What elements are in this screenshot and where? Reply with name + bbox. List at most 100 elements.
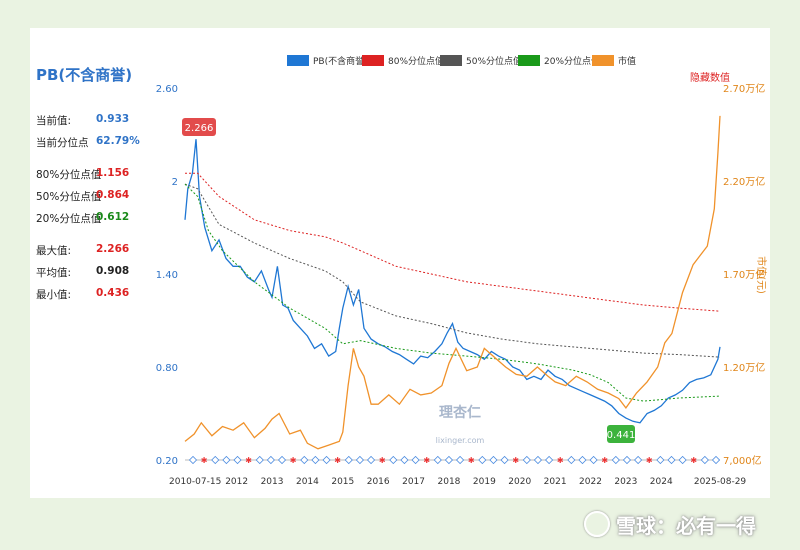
event-marker-diamond: [478, 455, 487, 465]
legend-swatch-p50: [440, 55, 462, 66]
event-marker-diamond: [433, 455, 442, 465]
series-line-mv: [184, 115, 721, 450]
event-marker-red: ✱: [290, 456, 297, 465]
x-end-label: 2025-08-29: [694, 477, 747, 487]
event-marker-diamond: [634, 455, 643, 465]
series-line-p20: [184, 183, 721, 402]
x-tick-label: 2024: [650, 477, 673, 487]
series-line-pb: [184, 139, 721, 424]
event-marker-diamond: [500, 455, 509, 465]
event-marker-diamond: [300, 455, 309, 465]
current-percentile-value: 62.79%: [96, 135, 140, 147]
y-right-tick-label: 1.70万亿: [723, 268, 765, 281]
event-marker-diamond: [622, 455, 632, 465]
min-label: 最小值:: [36, 289, 72, 301]
stat-row-avg: 平均值: 0.908: [36, 263, 156, 285]
event-marker-red: ✱: [690, 456, 697, 465]
x-tick-label: 2013: [261, 477, 284, 487]
legend-swatch-p20: [518, 55, 540, 66]
y-right-tick-label: 1.20万亿: [723, 361, 765, 374]
current-value: 0.933: [96, 113, 130, 125]
event-marker-red: ✱: [646, 456, 653, 465]
event-marker-diamond: [656, 455, 665, 465]
min-callout-box: [607, 425, 635, 443]
y-left-tick-label: 2: [172, 177, 178, 188]
stats-sidebar: PB(不含商誉) 当前值: 0.933 当前分位点 62.79% 80%分位点值…: [36, 64, 156, 307]
event-marker-diamond: [344, 455, 353, 465]
y-right-axis-title: 市值(元): [755, 256, 768, 294]
stat-row-p80: 80%分位点值 1.156: [36, 165, 156, 187]
event-marker-diamond: [366, 455, 376, 465]
legend-label-pb[interactable]: PB(不含商誉): [313, 55, 368, 67]
max-label: 最大值:: [36, 245, 72, 257]
event-marker-red: ✱: [512, 456, 519, 465]
legend-label-p50[interactable]: 50%分位点值: [466, 55, 522, 67]
event-marker-diamond: [567, 455, 576, 465]
event-marker-diamond: [311, 455, 320, 465]
y-left-tick-label: 1.40: [156, 270, 178, 281]
stat-row-percentile: 当前分位点 62.79%: [36, 133, 156, 155]
event-marker-red: ✱: [201, 456, 208, 465]
x-tick-label: 2014: [296, 477, 319, 487]
event-marker-diamond: [444, 455, 454, 465]
current-value-label: 当前值:: [36, 115, 72, 127]
y-left-tick-label: 0.80: [156, 363, 178, 374]
legend-swatch-p80: [362, 55, 384, 66]
y-left-tick-label: 0.20: [156, 456, 178, 467]
chart-frame: [30, 28, 770, 498]
event-marker-diamond: [611, 455, 620, 465]
avg-value: 0.908: [96, 265, 130, 277]
event-marker-diamond: [711, 455, 721, 465]
snowball-logo-icon: [584, 511, 610, 537]
x-tick-label: 2012: [225, 477, 248, 487]
event-marker-diamond: [400, 455, 409, 465]
legend-label-mv[interactable]: 市值: [618, 55, 636, 67]
event-marker-diamond: [578, 455, 587, 465]
event-marker-diamond: [489, 455, 498, 465]
event-marker-diamond: [255, 455, 264, 465]
metric-title[interactable]: PB(不含商誉): [36, 66, 133, 84]
current-percentile-label: 当前分位点: [36, 137, 89, 149]
p50-label: 50%分位点值: [36, 191, 102, 203]
plot-watermark-url: lixinger.com: [436, 436, 485, 445]
x-tick-label: 2015: [331, 477, 354, 487]
legend-label-p20[interactable]: 20%分位点值: [544, 55, 600, 67]
event-marker-diamond: [455, 455, 465, 465]
x-tick-label: 2018: [438, 477, 461, 487]
event-marker-diamond: [233, 455, 242, 465]
event-marker-red: ✱: [601, 456, 608, 465]
x-start-label: 2010-07-15: [169, 477, 221, 487]
plot-watermark: 理杏仁: [439, 404, 481, 421]
max-value: 2.266: [96, 243, 130, 255]
stat-row-current: 当前值: 0.933: [36, 111, 156, 133]
event-marker-red: ✱: [379, 456, 386, 465]
x-tick-label: 2020: [508, 477, 531, 487]
x-tick-label: 2019: [473, 477, 496, 487]
x-tick-label: 2022: [579, 477, 602, 487]
event-marker-diamond: [522, 455, 531, 465]
hide-values-toggle[interactable]: 隐藏数值: [690, 71, 730, 84]
event-marker-diamond: [266, 455, 275, 465]
x-tick-label: 2023: [614, 477, 637, 487]
event-marker-diamond: [533, 455, 543, 465]
x-tick-label: 2021: [544, 477, 567, 487]
p20-value: 0.612: [96, 211, 130, 223]
event-marker-diamond: [389, 455, 398, 465]
avg-label: 平均值:: [36, 267, 72, 279]
p80-value: 1.156: [96, 167, 130, 179]
event-marker-diamond: [411, 455, 420, 465]
legend-swatch-pb: [287, 55, 309, 66]
min-callout-label: 0.441: [607, 430, 636, 441]
event-marker-red: ✱: [245, 456, 252, 465]
p80-label: 80%分位点值: [36, 169, 102, 181]
y-right-tick-label: 7,000亿: [723, 454, 762, 467]
legend-label-p80[interactable]: 80%分位点值: [388, 55, 444, 67]
event-marker-diamond: [211, 455, 220, 465]
event-marker-red: ✱: [423, 456, 430, 465]
event-marker-red: ✱: [468, 456, 475, 465]
stat-row-min: 最小值: 0.436: [36, 285, 156, 307]
series-line-p80: [185, 172, 721, 312]
stat-row-p50: 50%分位点值 0.864: [36, 187, 156, 209]
max-callout-label: 2.266: [185, 123, 214, 134]
p50-value: 0.864: [96, 189, 130, 201]
